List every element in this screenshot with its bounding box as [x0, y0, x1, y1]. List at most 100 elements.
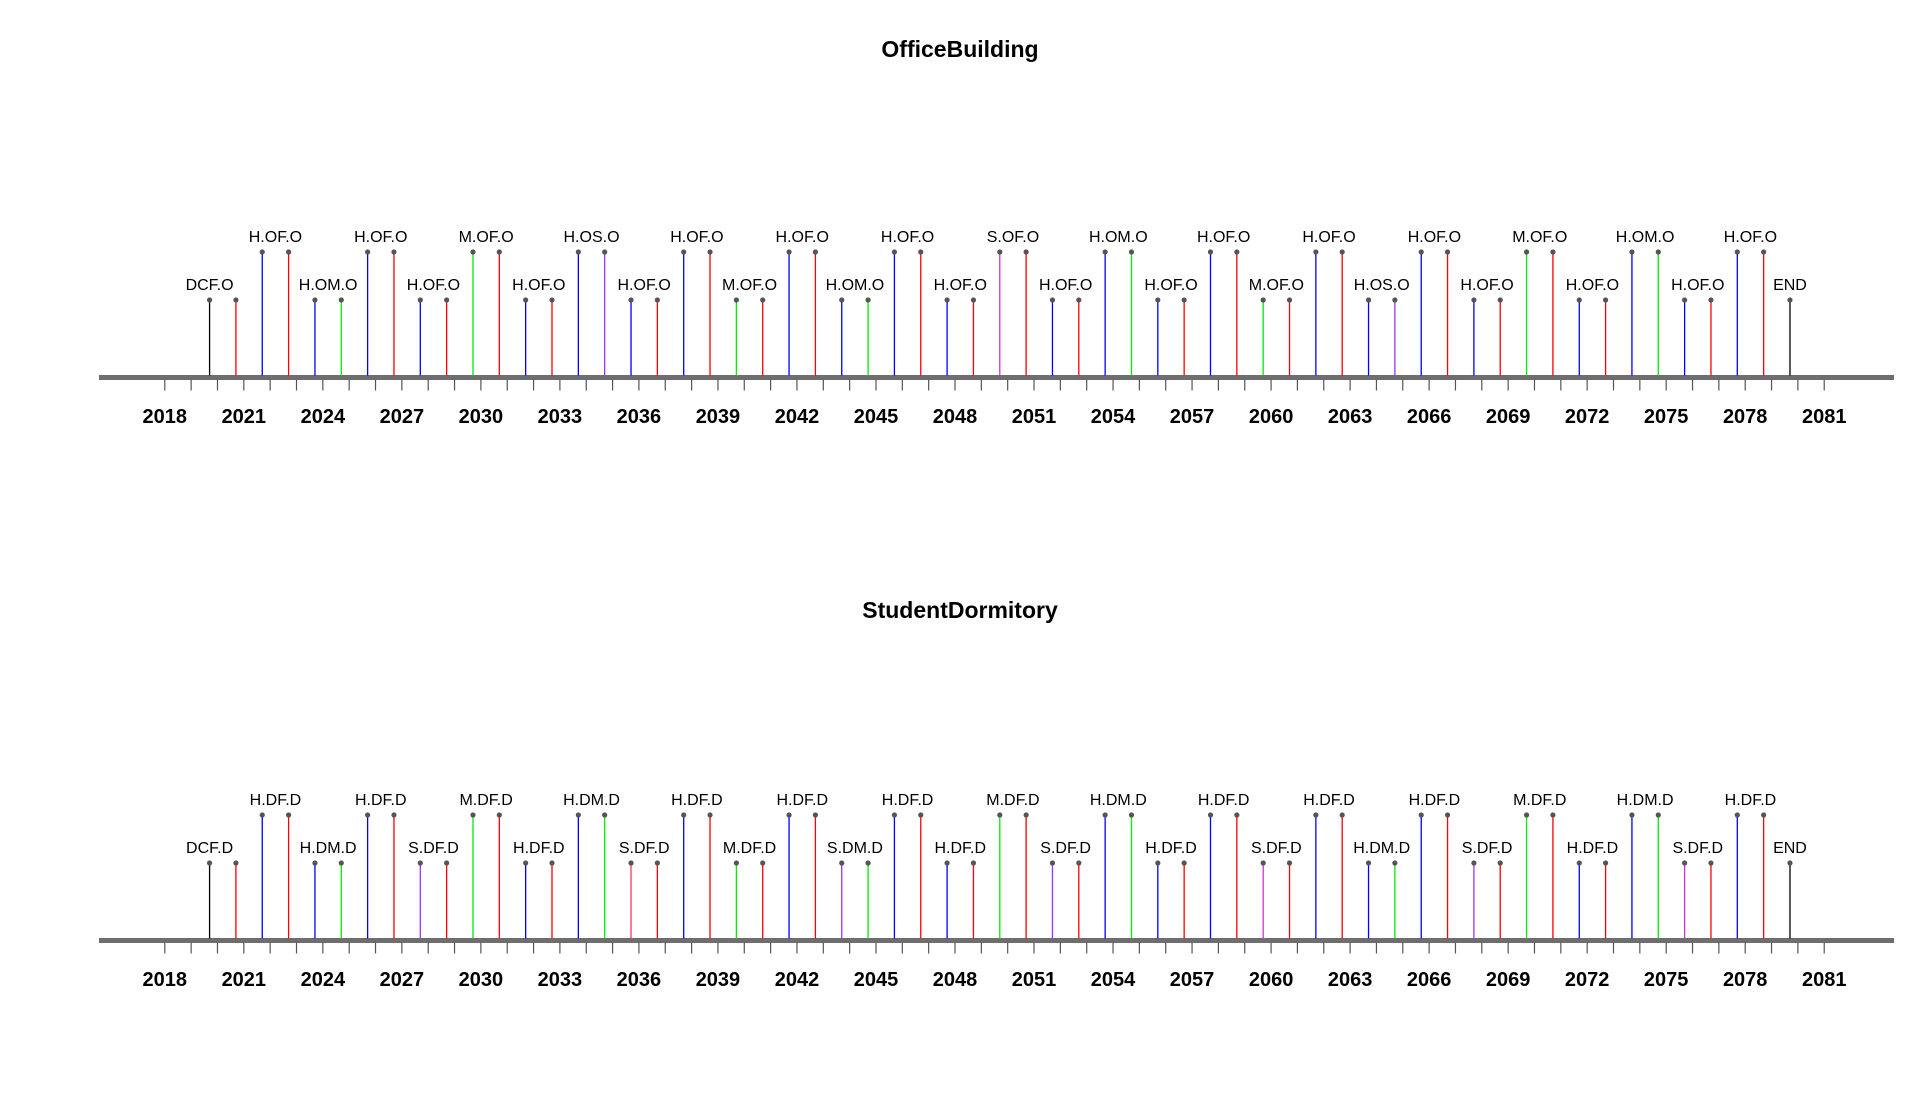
chart1-event-dot: [628, 297, 634, 303]
chart2-event-label: H.DM.D: [1090, 792, 1147, 809]
chart1-tick-label: 2027: [380, 406, 425, 428]
chart2-event-dot: [1023, 812, 1029, 818]
chart2-event-dot: [1286, 860, 1293, 866]
chart2-tick-label: 2066: [1407, 969, 1452, 991]
chart2-event-label: H.DF.D: [1409, 792, 1461, 809]
chart2-event-label: H.DF.D: [250, 792, 302, 809]
chart2-tick-label: 2060: [1249, 969, 1294, 991]
chart2-tick-label: 2063: [1328, 969, 1373, 991]
chart2-tick-label: 2045: [854, 969, 899, 991]
chart2-event-dot: [1128, 812, 1135, 818]
chart2-event-label: H.DF.D: [671, 792, 723, 809]
chart2-event-label: H.DF.D: [355, 792, 407, 809]
chart2-event-dot: [1102, 812, 1108, 818]
chart2-event-dot: [628, 860, 634, 866]
chart1-event-label: H.OF.O: [618, 277, 671, 294]
chart1-event-dot: [1761, 249, 1767, 255]
chart2-event-dot: [707, 812, 713, 818]
chart1-event-dot: [1682, 297, 1688, 303]
chart1-event-dot: [1576, 297, 1582, 303]
chart2-event-dot: [1787, 860, 1793, 866]
chart1-event-label: H.OF.O: [670, 229, 723, 246]
chart1-tick-label: 2078: [1723, 406, 1768, 428]
chart2-event-dot: [654, 860, 660, 866]
chart2-event-label: S.DM.D: [827, 840, 883, 857]
chart1-event-dot: [1128, 249, 1135, 255]
chart-title-office-building: OfficeBuilding: [881, 36, 1039, 62]
chart1-event-dot: [1339, 249, 1345, 255]
chart1-event-dot: [496, 249, 502, 255]
chart2-event-dot: [417, 860, 423, 866]
chart2-event-dot: [1523, 812, 1530, 818]
chart1-event-dot: [549, 297, 555, 303]
chart1-event-label: H.OF.O: [934, 277, 987, 294]
chart2-event-label: M.DF.D: [986, 792, 1039, 809]
chart1-event-dot: [1049, 297, 1056, 303]
chart2-tick-label: 2078: [1723, 969, 1768, 991]
chart1-event-dot: [1076, 297, 1082, 303]
chart1-event-dot: [1629, 249, 1635, 255]
chart1-event-label: H.OM.O: [1616, 229, 1675, 246]
chart2-event-dot: [1234, 812, 1240, 818]
chart1-event-label: H.OF.O: [249, 229, 302, 246]
chart2-tick-label: 2024: [301, 969, 346, 991]
chart2-event-dot: [760, 860, 766, 866]
chart1-tick-label: 2045: [854, 406, 899, 428]
chart2-event-dot: [1761, 812, 1767, 818]
chart1-event-label: H.OF.O: [1302, 229, 1355, 246]
chart2-event-dot: [970, 860, 977, 866]
chart2-event-dot: [1576, 860, 1582, 866]
chart1-event-label: M.OF.O: [459, 229, 514, 246]
chart2-event-label: M.DF.D: [459, 792, 512, 809]
chart2-event-label: H.DF.D: [882, 792, 934, 809]
chart2-event-label: S.DF.D: [1251, 840, 1302, 857]
chart1-event-dot: [918, 249, 924, 255]
chart1-tick-label: 2030: [459, 406, 504, 428]
chart2-tick-label: 2018: [143, 969, 188, 991]
chart2-event-dot: [1550, 812, 1556, 818]
chart2-event-dot: [786, 812, 792, 818]
chart2-event-dot: [997, 812, 1003, 818]
chart2-event-label: H.DF.D: [1145, 840, 1197, 857]
chart1-event-dot: [1234, 249, 1240, 255]
chart1-event-dot: [391, 249, 397, 255]
chart1-event-dot: [1655, 249, 1661, 255]
chart1-event-label: S.OF.O: [987, 229, 1039, 246]
chart2-event-label: H.DF.D: [1567, 840, 1619, 857]
chart1-event-dot: [786, 249, 792, 255]
chart2-tick-label: 2075: [1644, 969, 1689, 991]
chart2-tick-label: 2072: [1565, 969, 1610, 991]
chart1-event-dot: [470, 249, 476, 255]
chart2-event-dot: [681, 812, 687, 818]
chart2-event-dot: [575, 812, 581, 818]
chart1-event-dot: [681, 249, 687, 255]
chart2-event-dot: [444, 860, 450, 866]
chart1-event-dot: [1471, 297, 1477, 303]
chart1-event-label: DCF.O: [186, 277, 234, 294]
chart1-event-dot: [1365, 297, 1372, 303]
chart1-event-dot: [1023, 249, 1029, 255]
chart2-event-dot: [1313, 812, 1319, 818]
chart1-event-label: H.OM.O: [826, 277, 885, 294]
chart1-event-dot: [760, 297, 766, 303]
chart1-event-dot: [233, 297, 239, 303]
chart2-tick-label: 2054: [1091, 969, 1136, 991]
chart1-tick-label: 2024: [301, 406, 346, 428]
chart1-event-dot: [1102, 249, 1108, 255]
chart1-tick-label: 2075: [1644, 406, 1689, 428]
chart2-tick-label: 2030: [459, 969, 504, 991]
chart1-event-label: END: [1773, 277, 1807, 294]
chart2-event-dot: [365, 812, 371, 818]
chart2-event-label: H.DF.D: [934, 840, 986, 857]
chart2-event-label: H.DM.D: [1353, 840, 1410, 857]
chart1-event-label: H.OF.O: [512, 277, 565, 294]
chart2-tick-label: 2048: [933, 969, 978, 991]
chart1-event-label: H.OS.O: [564, 229, 620, 246]
chart1-event-dot: [1418, 249, 1424, 255]
chart1-event-dot: [707, 249, 713, 255]
chart2-event-dot: [285, 812, 292, 818]
chart2-event-dot: [1392, 860, 1398, 866]
chart1-tick-label: 2060: [1249, 406, 1294, 428]
chart2-event-label: S.DF.D: [408, 840, 459, 857]
